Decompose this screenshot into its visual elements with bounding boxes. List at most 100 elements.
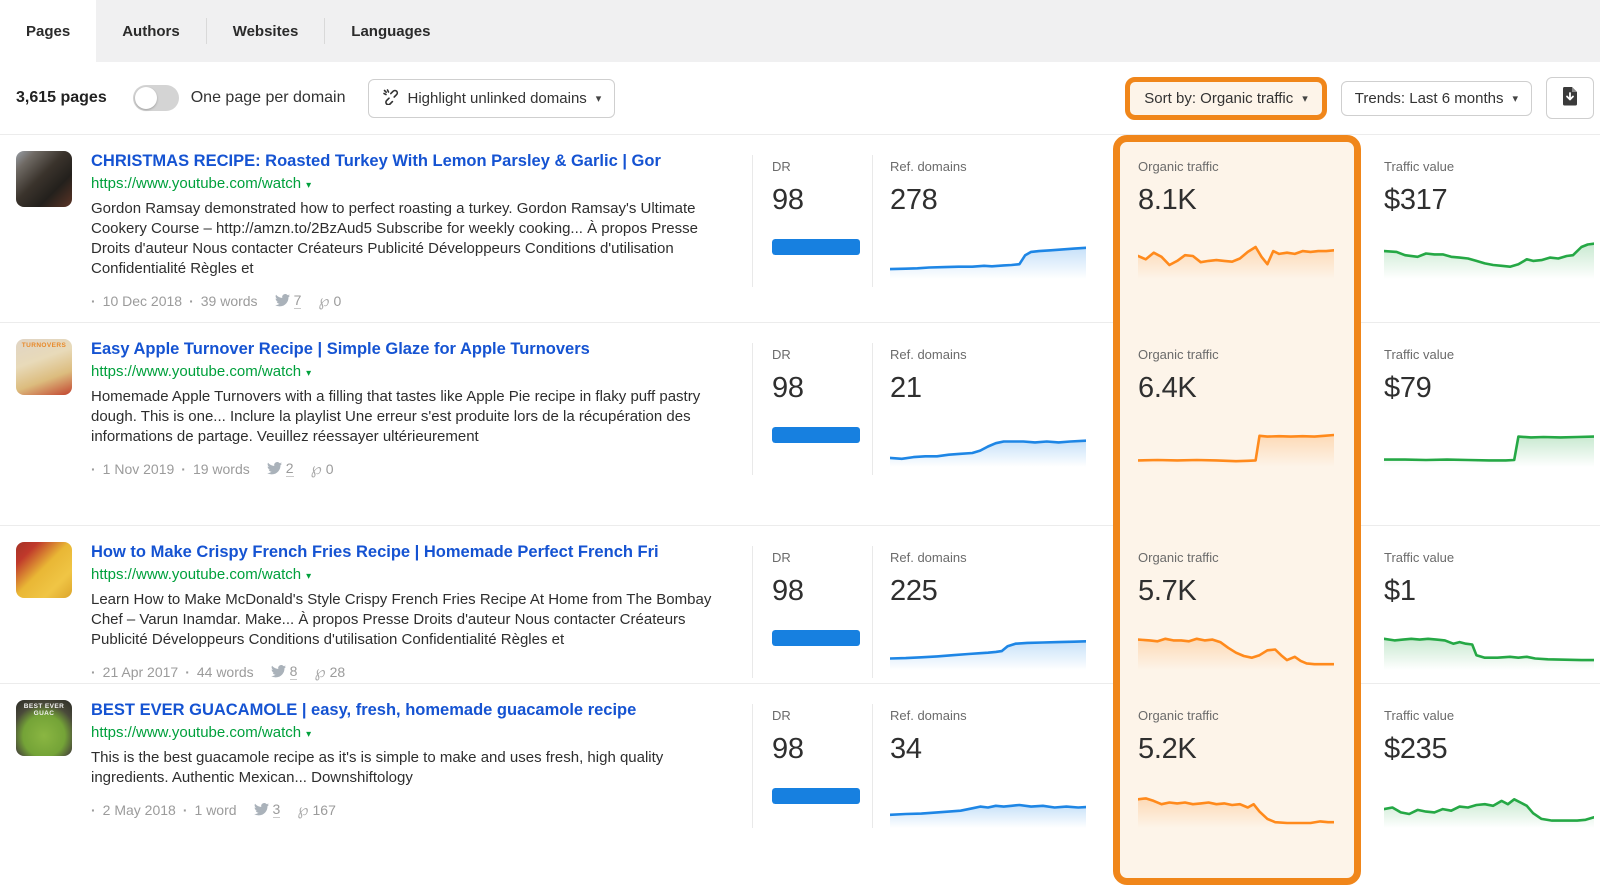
tab-label: Websites [232, 22, 299, 40]
chevron-down-icon[interactable]: ▾ [306, 180, 312, 192]
tab-authors[interactable]: Authors [96, 0, 206, 62]
tab-divider [324, 18, 326, 44]
ref-domains-sparkline [890, 624, 1116, 670]
twitter-share-count[interactable]: 7 [293, 291, 302, 310]
broken-link-icon [382, 88, 399, 109]
page-title-link[interactable]: BEST EVER GUACAMOLE | easy, fresh, homem… [91, 701, 637, 719]
traffic-value-value: $317 [1384, 184, 1448, 216]
export-button[interactable] [1546, 77, 1594, 119]
url-text: https://www.youtube.com/watch [91, 724, 302, 742]
ref-domains-sparkline [890, 233, 1116, 279]
chevron-down-icon[interactable]: ▾ [306, 729, 312, 741]
column-label-organic-traffic: Organic traffic [1138, 347, 1219, 362]
column-label-organic-traffic: Organic traffic [1138, 708, 1219, 723]
page-description: Homemade Apple Turnovers with a filling … [91, 388, 701, 446]
twitter-icon [253, 803, 269, 816]
page-description: This is the best guacamole recipe as it'… [91, 749, 664, 787]
page-title-link[interactable]: How to Make Crispy French Fries Recipe |… [91, 543, 659, 561]
export-icon [1560, 86, 1580, 110]
page-title-link[interactable]: CHRISTMAS RECIPE: Roasted Turkey With Le… [91, 152, 661, 170]
tab-label: Languages [351, 22, 431, 40]
page-row: BEST EVER GUAC BEST EVER GUACAMOLE | eas… [0, 683, 1600, 828]
sort-by-button[interactable]: Sort by: Organic traffic ▾ [1130, 82, 1321, 115]
page-description: Learn How to Make McDonald's Style Crisp… [91, 591, 712, 649]
organic-traffic-value: 6.4K [1138, 372, 1197, 404]
column-label-dr: DR [772, 708, 791, 723]
column-label-traffic-value: Traffic value [1384, 708, 1455, 723]
pinterest-icon: ℘ [310, 459, 322, 479]
tab-pages[interactable]: Pages [0, 0, 97, 62]
dr-bar [772, 788, 862, 804]
tab-languages[interactable]: Languages [325, 0, 456, 62]
organic-traffic-sparkline [1138, 233, 1356, 279]
page-url[interactable]: https://www.youtube.com/watch ▾ [91, 175, 723, 192]
pinterest-share-count: 167 [312, 801, 336, 818]
pinterest-share-count: 28 [329, 663, 346, 680]
twitter-icon [266, 462, 282, 475]
pinterest-icon: ℘ [318, 291, 330, 311]
toolbar: 3,615 pages One page per domain Highligh… [0, 62, 1600, 134]
chevron-down-icon: ▾ [1302, 92, 1308, 105]
one-page-per-domain-toggle[interactable] [132, 85, 179, 111]
page-meta: · 1 Nov 2019 · 19 words 2 ℘ 0 [91, 459, 334, 479]
dr-value: 98 [772, 372, 804, 404]
highlight-unlinked-domains-label: Highlight unlinked domains [407, 89, 587, 107]
page-url[interactable]: https://www.youtube.com/watch ▾ [91, 724, 723, 741]
pages-table: CHRISTMAS RECIPE: Roasted Turkey With Le… [0, 134, 1600, 885]
sort-by-highlight-annotation: Sort by: Organic traffic ▾ [1125, 76, 1327, 120]
organic-traffic-value: 5.2K [1138, 733, 1197, 765]
video-thumbnail[interactable] [16, 542, 72, 598]
chevron-down-icon[interactable]: ▾ [306, 368, 312, 380]
traffic-value-value: $79 [1384, 372, 1432, 404]
publish-date: 10 Dec 2018 [102, 292, 183, 309]
toggle-knob [134, 87, 157, 109]
highlight-unlinked-domains-button[interactable]: Highlight unlinked domains ▾ [367, 78, 616, 118]
word-count: 44 words [196, 663, 254, 680]
twitter-share-count[interactable]: 8 [289, 662, 298, 681]
column-label-ref-domains: Ref. domains [890, 550, 967, 565]
sort-by-label: Sort by: Organic traffic [1144, 89, 1294, 107]
twitter-share-count[interactable]: 3 [272, 800, 281, 819]
pinterest-icon: ℘ [314, 662, 326, 682]
url-text: https://www.youtube.com/watch [91, 175, 302, 193]
column-label-ref-domains: Ref. domains [890, 159, 967, 174]
video-thumbnail[interactable]: BEST EVER GUAC [16, 700, 72, 756]
page-url[interactable]: https://www.youtube.com/watch ▾ [91, 363, 723, 380]
pinterest-share-count: 0 [333, 292, 342, 309]
video-thumbnail[interactable]: TURNOVERS [16, 339, 72, 395]
organic-traffic-sparkline [1138, 782, 1356, 828]
ref-domains-value: 278 [890, 184, 938, 216]
chevron-down-icon: ▾ [1512, 92, 1518, 105]
page-row: How to Make Crispy French Fries Recipe |… [0, 525, 1600, 683]
url-text: https://www.youtube.com/watch [91, 566, 302, 584]
trends-button[interactable]: Trends: Last 6 months ▾ [1340, 80, 1532, 116]
url-text: https://www.youtube.com/watch [91, 363, 302, 381]
page-title-link[interactable]: Easy Apple Turnover Recipe | Simple Glaz… [91, 340, 590, 358]
traffic-value-sparkline [1384, 233, 1600, 279]
column-label-traffic-value: Traffic value [1384, 159, 1455, 174]
ref-domains-value: 34 [890, 733, 922, 765]
traffic-value-sparkline [1384, 624, 1600, 670]
ref-domains-sparkline [890, 782, 1116, 828]
video-thumbnail[interactable] [16, 151, 72, 207]
twitter-share-count[interactable]: 2 [285, 459, 294, 478]
page-count: 3,615 pages [16, 89, 107, 106]
pinterest-share-count: 0 [325, 460, 334, 477]
ref-domains-value: 225 [890, 575, 938, 607]
ref-domains-sparkline [890, 421, 1116, 467]
tab-websites[interactable]: Websites [207, 0, 325, 62]
chevron-down-icon[interactable]: ▾ [306, 571, 312, 583]
organic-traffic-sparkline [1138, 624, 1356, 670]
column-label-traffic-value: Traffic value [1384, 550, 1455, 565]
page-meta: · 21 Apr 2017 · 44 words 8 ℘ 28 [91, 662, 346, 682]
dr-bar [772, 630, 862, 646]
page-meta: · 2 May 2018 · 1 word 3 ℘ 167 [91, 800, 336, 820]
tab-label: Authors [122, 22, 180, 40]
dr-bar [772, 427, 862, 443]
column-label-dr: DR [772, 347, 791, 362]
dr-bar [772, 239, 862, 255]
organic-traffic-sparkline [1138, 421, 1356, 467]
page-meta: · 10 Dec 2018 · 39 words 7 ℘ 0 [91, 291, 342, 311]
page-url[interactable]: https://www.youtube.com/watch ▾ [91, 566, 723, 583]
trends-label: Trends: Last 6 months [1354, 89, 1504, 107]
